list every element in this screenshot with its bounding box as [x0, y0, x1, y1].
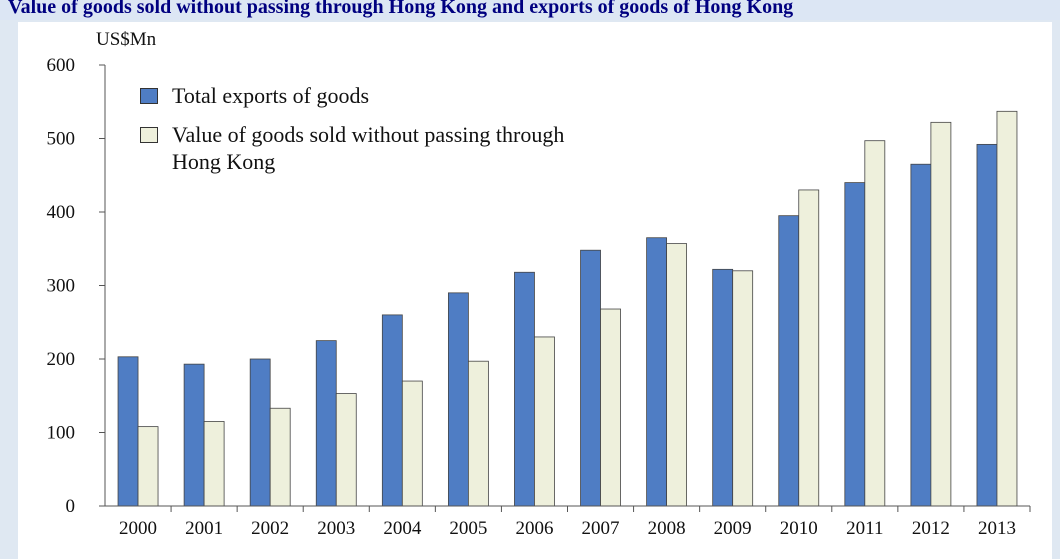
bar	[249, 358, 271, 507]
y-tick-label: 300	[47, 276, 76, 297]
bar	[844, 182, 866, 507]
x-tick-label: 2001	[185, 518, 223, 539]
bar	[315, 340, 337, 507]
legend-item: Total exports of goods	[140, 82, 600, 109]
x-tick-label: 2006	[515, 518, 553, 539]
bar	[203, 421, 225, 507]
legend: Total exports of goods Value of goods sol…	[140, 82, 600, 187]
legend-swatch	[140, 88, 158, 104]
x-tick-label: 2008	[648, 518, 686, 539]
bar	[976, 143, 998, 507]
x-tick-label: 2013	[978, 518, 1016, 539]
x-tick-label: 2004	[383, 518, 422, 539]
legend-swatch	[140, 127, 158, 143]
bar	[864, 140, 886, 507]
bar	[600, 308, 621, 507]
bar	[335, 393, 357, 507]
bar	[137, 426, 159, 507]
x-tick-label: 2005	[449, 518, 487, 539]
y-axis-unit: US$Mn	[96, 29, 157, 50]
y-tick-label: 400	[47, 202, 76, 223]
y-tick-label: 500	[47, 129, 76, 150]
chart-title: Value of goods sold without passing thro…	[8, 0, 793, 18]
bar	[269, 407, 291, 507]
bar	[467, 360, 489, 507]
x-tick-label: 2012	[912, 518, 950, 539]
x-tick-label: 2002	[251, 518, 289, 539]
bar	[666, 243, 688, 507]
y-tick-label: 600	[47, 55, 76, 76]
x-tick-label: 2007	[582, 518, 620, 539]
bar	[930, 121, 952, 507]
bar	[712, 268, 734, 507]
bar	[996, 110, 1018, 507]
legend-label: Total exports of goods	[172, 83, 370, 108]
bar	[580, 249, 601, 507]
bar	[514, 271, 535, 507]
bar	[910, 163, 932, 507]
x-tick-label: 2009	[714, 518, 752, 539]
title-bar	[0, 0, 1060, 20]
y-tick-label: 200	[47, 349, 76, 370]
legend-item: Value of goods sold without passing thro…	[140, 121, 600, 175]
bar	[798, 189, 820, 507]
bar	[732, 270, 754, 507]
x-tick-label: 2010	[780, 518, 818, 539]
x-tick-label: 2000	[119, 518, 157, 539]
bar	[381, 314, 403, 507]
bar	[534, 336, 555, 507]
y-tick-label: 100	[47, 423, 76, 444]
bar	[646, 237, 668, 507]
x-tick-label: 2003	[317, 518, 355, 539]
x-tick-label: 2011	[846, 518, 883, 539]
bar	[401, 380, 423, 507]
bar	[117, 356, 139, 507]
legend-label: Value of goods sold without passing thro…	[172, 122, 565, 174]
bar	[183, 363, 205, 507]
bar	[447, 292, 469, 507]
bar	[778, 215, 800, 507]
y-tick-label: 0	[66, 496, 76, 517]
